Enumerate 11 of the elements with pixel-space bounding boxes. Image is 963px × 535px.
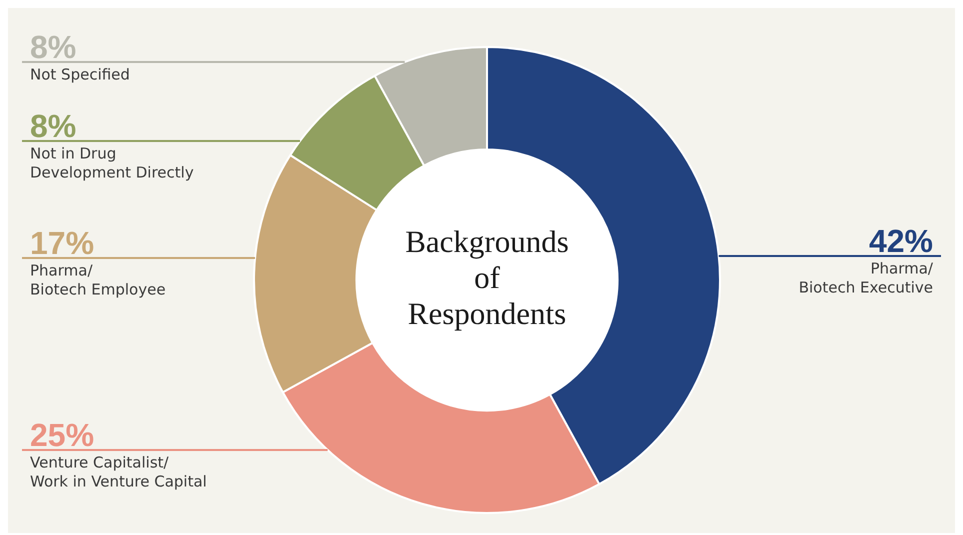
data-label: 42% xyxy=(868,223,933,259)
slice-label: Pharma/ Biotech Executive xyxy=(798,259,934,296)
data-label: 17% xyxy=(30,225,94,261)
text: Backgrounds of Respondents xyxy=(405,224,569,332)
data-label: 8% xyxy=(30,29,76,65)
slice-label: Not in Drug Development Directly xyxy=(30,144,194,182)
slice-label: Not Specified xyxy=(30,65,130,84)
data-label: 8% xyxy=(30,108,76,144)
slice-label: Venture Capitalist/ Work in Venture Capital xyxy=(30,453,207,490)
data-label: 25% xyxy=(30,417,94,453)
slice-label: Pharma/ Biotech Employee xyxy=(30,261,166,298)
